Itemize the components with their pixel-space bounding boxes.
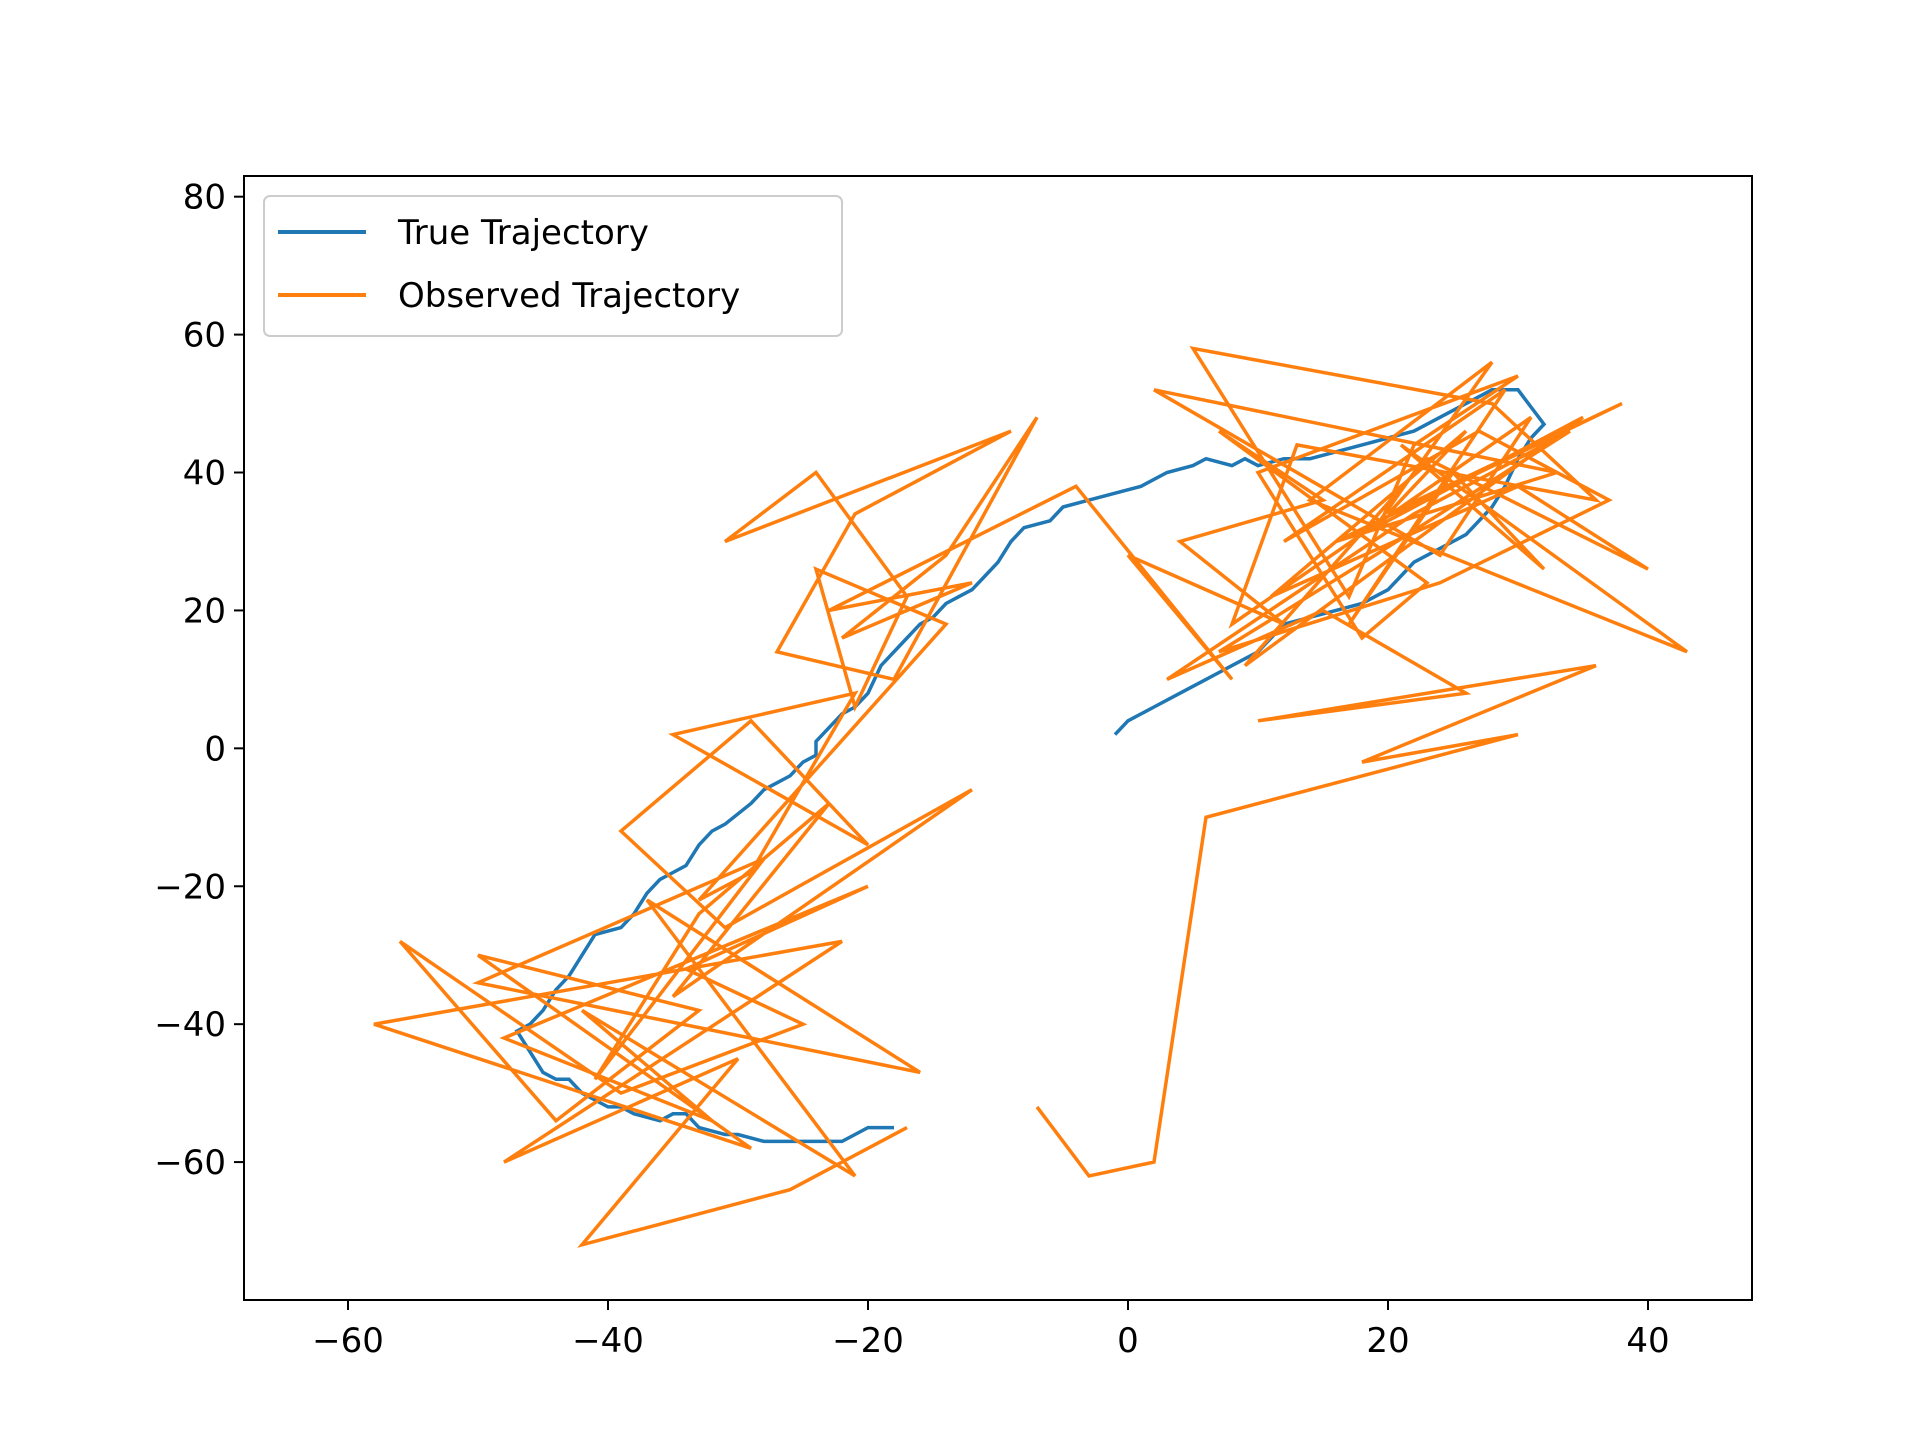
x-tick-label: 0 xyxy=(1117,1321,1139,1361)
series-layer xyxy=(373,345,1689,1248)
y-tick-label: 0 xyxy=(204,729,226,769)
legend: True Trajectory Observed Trajectory xyxy=(263,195,843,337)
y-tick-label: 40 xyxy=(183,454,226,494)
y-tick-label: −60 xyxy=(154,1143,226,1183)
legend-label-true: True Trajectory xyxy=(397,213,649,253)
y-axis: −60 −40 −20 0 20 40 60 80 xyxy=(154,178,244,1183)
x-tick-label: 20 xyxy=(1366,1321,1409,1361)
plot-frame xyxy=(243,175,1753,1301)
y-tick-label: −20 xyxy=(154,867,226,907)
legend-label-observed: Observed Trajectory xyxy=(398,276,740,316)
y-tick-label: −40 xyxy=(154,1005,226,1045)
legend-box xyxy=(263,195,843,337)
x-tick-label: −20 xyxy=(832,1321,904,1361)
y-tick-label: 60 xyxy=(183,316,226,356)
series-line-observed-trajectory xyxy=(373,345,1689,1248)
y-tick-label: 80 xyxy=(183,178,226,218)
y-tick-label: 20 xyxy=(183,591,226,631)
x-tick-label: −40 xyxy=(572,1321,644,1361)
x-tick-label: 40 xyxy=(1626,1321,1669,1361)
x-axis: −60 −40 −20 0 20 40 xyxy=(312,1300,1670,1361)
series-line-true-trajectory xyxy=(514,388,1547,1144)
plot-area xyxy=(373,345,1689,1248)
x-tick-label: −60 xyxy=(312,1321,384,1361)
